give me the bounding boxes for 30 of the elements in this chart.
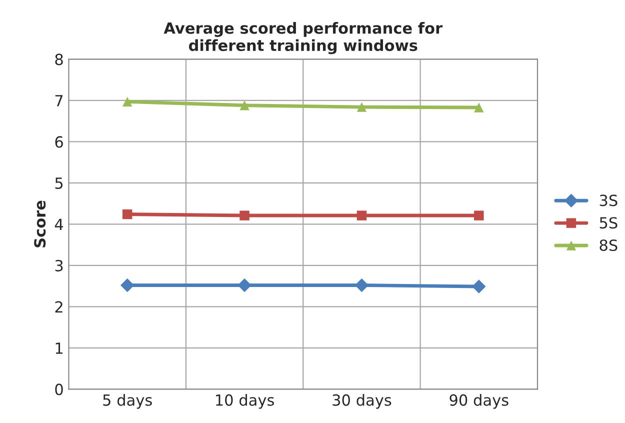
point (238, 278, 252, 292)
y-tick-label: 3 (55, 260, 63, 272)
point (122, 96, 132, 107)
y-tick-label: 6 (55, 136, 63, 148)
y-tick-label: 2 (55, 301, 62, 312)
point (122, 209, 132, 220)
point (474, 102, 484, 112)
legend-label: 3S (600, 194, 618, 206)
x-tick-label: 90 days (450, 394, 508, 409)
point (472, 280, 486, 294)
point (474, 210, 484, 220)
point (120, 278, 134, 292)
chart-title: Average scored performance for different training windows (164, 22, 443, 54)
x-tick-label: 5 days (103, 394, 152, 409)
point (356, 210, 367, 220)
point (240, 100, 250, 110)
legend-label: 5S (600, 217, 618, 229)
y-tick-label: 0 (55, 384, 63, 396)
y-axis-title: Score (34, 200, 46, 248)
x-tick-label: 30 days (332, 394, 392, 409)
legend-label: 8S (600, 239, 618, 252)
y-tick-label: 7 (55, 95, 63, 106)
y-tick-label: 1 (56, 342, 62, 354)
x-tick-label: 10 days (216, 394, 274, 409)
point (354, 278, 369, 292)
y-tick-label: 8 (55, 54, 63, 66)
y-tick-label: 4 (54, 218, 64, 230)
point (356, 102, 367, 112)
y-tick-label: 5 (55, 178, 63, 189)
point (240, 210, 250, 220)
